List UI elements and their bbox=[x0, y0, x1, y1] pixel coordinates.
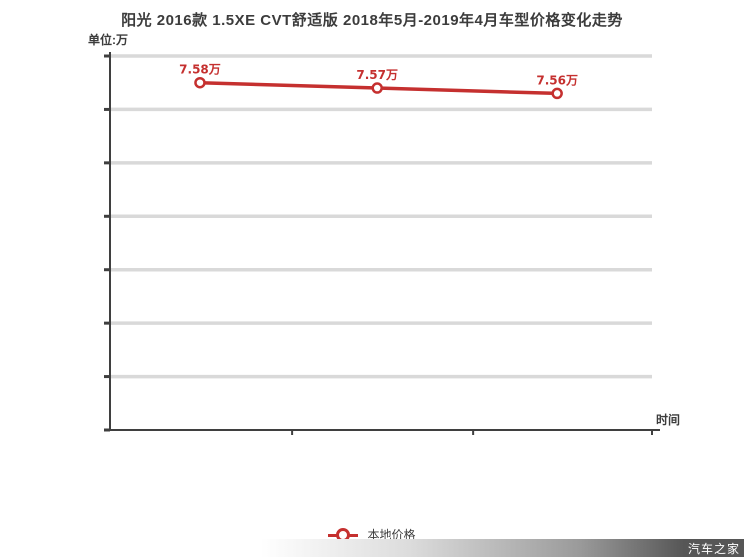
legend[interactable]: 本地价格 bbox=[0, 526, 744, 543]
point-value-label: 7.57万 bbox=[356, 68, 398, 82]
point-value-label: 7.58万 bbox=[179, 63, 221, 77]
data-point[interactable] bbox=[551, 87, 563, 100]
legend-series-label: 本地价格 bbox=[367, 528, 416, 542]
chart-title: 阳光 2016款 1.5XE CVT舒适版 2018年5月-2019年4月车型价… bbox=[121, 12, 623, 29]
point-value-label: 7.56万 bbox=[536, 73, 578, 87]
price-trend-chart: 7.58万 7.57万 7.56万 bbox=[104, 52, 660, 435]
watermark-bar: 汽车之家 bbox=[0, 539, 744, 557]
autohome-logo-text: 汽车之家 bbox=[687, 541, 740, 556]
x-axis-label: 时间 bbox=[656, 413, 681, 427]
data-point[interactable] bbox=[194, 76, 206, 89]
data-point[interactable] bbox=[371, 82, 383, 94]
y-axis-unit-label: 单位:万 bbox=[88, 33, 128, 47]
